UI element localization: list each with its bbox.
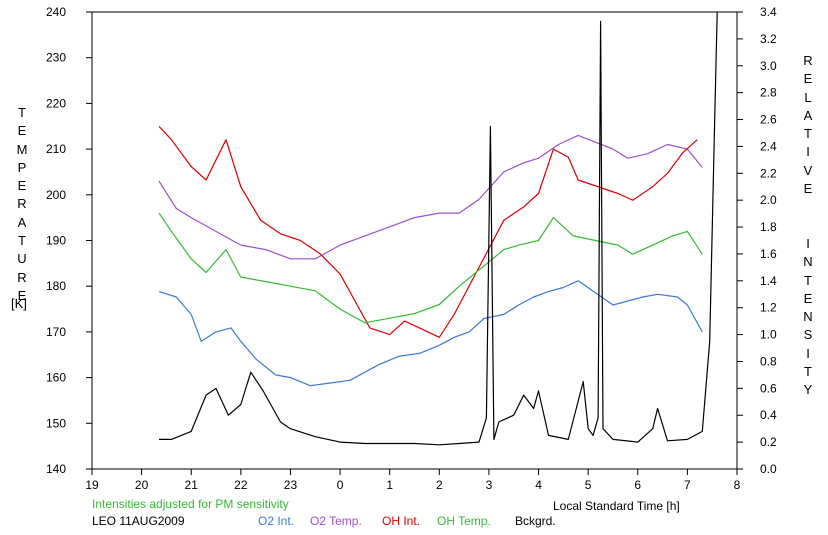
y-right-tick-label: 2.8	[760, 86, 777, 100]
axis-title-letter: E	[803, 71, 813, 87]
series-line-bckgrd	[159, 11, 718, 446]
x-tick-label: 8	[734, 478, 741, 492]
legend-bckgrd: Bckgrd.	[515, 514, 556, 528]
x-axis-label: Local Standard Time [h]	[553, 499, 680, 513]
sensitivity-note: Intensities adjusted for PM sensitivity	[92, 497, 289, 511]
axis-title-letter: P	[17, 159, 27, 175]
series-layer	[158, 11, 718, 446]
x-tick-label: 19	[85, 478, 99, 492]
y-right-tick-label: 0.4	[760, 408, 777, 422]
axis-title-letter: I	[806, 235, 810, 251]
y-left-tick-label: 180	[46, 279, 66, 293]
y-right-tick-label: 1.0	[760, 328, 777, 342]
y-right-tick-label: 2.0	[760, 193, 777, 207]
axis-title-letter: A	[803, 107, 813, 123]
y-left-tick-label: 220	[46, 96, 66, 110]
axis-title-letter	[800, 198, 816, 216]
axis-title-letter: I	[806, 144, 810, 160]
axis-ticks: 19 20 21 22 23 0 1 2 3 4 5 6 7 8140150160170180190200…	[46, 5, 777, 492]
x-tick-label: 1	[386, 478, 393, 492]
y-right-tick-label: 3.4	[760, 5, 777, 19]
y-right-tick-label: 0.8	[760, 354, 777, 368]
axis-title-letter: R	[17, 269, 27, 285]
y-left-tick-label: 140	[46, 462, 66, 476]
axis-title-letter: N	[803, 254, 813, 270]
x-tick-label: 3	[486, 478, 493, 492]
x-tick-label: 23	[284, 478, 298, 492]
left-axis-unit: [K]	[11, 296, 27, 311]
legend-o2-temp: O2 Temp.	[310, 514, 362, 528]
axis-title-letter: N	[803, 309, 813, 325]
axis-title-letter: A	[17, 214, 27, 230]
x-tick-label: 21	[185, 478, 199, 492]
axis-title-letter: S	[803, 327, 813, 343]
y-right-tick-label: 0.6	[760, 381, 777, 395]
axis-title-letter: R	[17, 196, 27, 212]
axis-title-letter: Y	[803, 382, 813, 398]
y-right-tick-label: 1.4	[760, 274, 777, 288]
series-line-o2-temp	[158, 134, 703, 260]
axis-title-letter: U	[17, 251, 27, 267]
y-left-tick-label: 160	[46, 371, 66, 385]
legend-oh-temp: OH Temp.	[437, 514, 491, 528]
plot-border	[91, 11, 738, 470]
x-tick-label: 2	[436, 478, 443, 492]
y-right-tick-label: 2.4	[760, 139, 777, 153]
axis-title-letter: E	[17, 287, 27, 303]
y-left-tick-label: 170	[46, 325, 66, 339]
y-right-tick-label: 2.6	[760, 113, 777, 127]
station-date-label: LEO 11AUG2009	[92, 514, 185, 528]
y-right-tick-label: 0.0	[760, 462, 777, 476]
axis-title-letter: I	[806, 345, 810, 361]
plot-frame	[91, 11, 738, 470]
y-right-tick-label: 1.6	[760, 247, 777, 261]
series-line-oh-int	[158, 125, 698, 338]
y-left-tick-label: 150	[46, 416, 66, 430]
y-right-tick-label: 3.0	[760, 59, 777, 73]
axis-title-letter: M	[16, 141, 28, 157]
x-tick-label: 7	[684, 478, 691, 492]
legend-oh-int: OH Int.	[382, 514, 421, 528]
x-tick-label: 5	[585, 478, 592, 492]
x-tick-label: 20	[135, 478, 149, 492]
series-line-o2-int	[158, 280, 703, 387]
x-tick-label: 6	[634, 478, 641, 492]
axis-title-letter: R	[803, 53, 813, 68]
axis-title-letter: V	[803, 162, 813, 178]
axis-title-letter: T	[804, 272, 812, 288]
y-left-tick-label: 240	[46, 5, 66, 19]
axis-title-letter	[800, 217, 816, 235]
y-right-tick-label: 1.2	[760, 301, 777, 315]
x-tick-label: 22	[234, 478, 248, 492]
axis-title-letter: T	[18, 105, 26, 120]
y-left-tick-label: 230	[46, 51, 66, 65]
x-tick-label: 0	[337, 478, 344, 492]
y-left-tick-label: 210	[46, 142, 66, 156]
axis-title-letter: E	[803, 181, 813, 197]
y-left-tick-label: 190	[46, 234, 66, 248]
y-right-tick-label: 2.2	[760, 166, 777, 180]
axis-title-letter: T	[18, 233, 26, 249]
axis-title-letter: E	[803, 290, 813, 306]
axis-title-letter: E	[17, 123, 27, 139]
y-left-tick-label: 200	[46, 188, 66, 202]
axis-title-letter: T	[804, 364, 812, 380]
y-right-tick-label: 3.2	[760, 32, 777, 46]
y-right-tick-label: 1.8	[760, 220, 777, 234]
x-tick-label: 4	[535, 478, 542, 492]
legend-o2-int: O2 Int.	[258, 514, 295, 528]
y-right-tick-label: 0.2	[760, 435, 777, 449]
axis-title-letter: T	[804, 126, 812, 142]
series-line-oh-temp	[158, 212, 703, 324]
axis-title-letter: E	[17, 178, 27, 194]
axis-title-letter: L	[804, 89, 812, 105]
